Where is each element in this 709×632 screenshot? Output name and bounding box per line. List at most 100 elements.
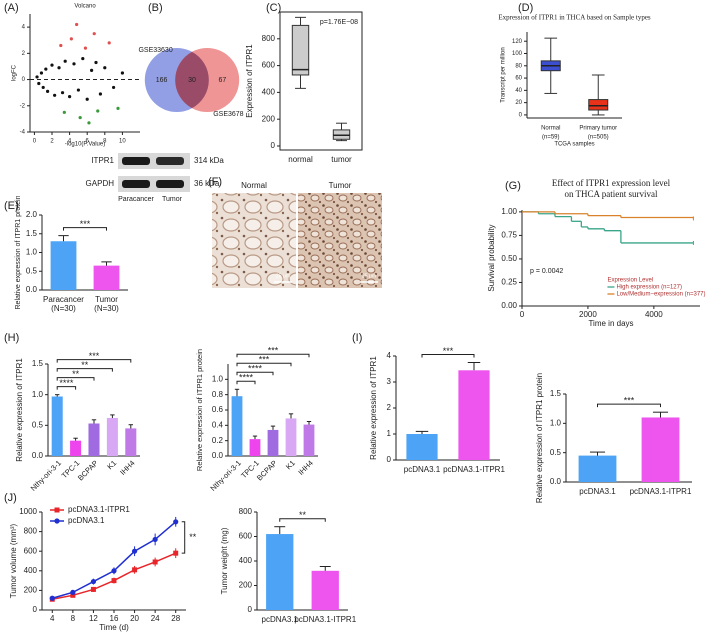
point	[35, 75, 39, 79]
bar	[267, 429, 279, 456]
significance-label: ***	[89, 351, 100, 361]
x-tick-label: pcDNA3.1-ITPR1	[630, 487, 692, 496]
x-axis-title: TCGA samples	[554, 142, 594, 148]
point	[107, 41, 111, 45]
significance-bracket	[421, 354, 475, 358]
box	[588, 99, 609, 111]
x-tick-label: BCPAP	[76, 458, 100, 482]
chart-title: Effect of ITPR1 expression level	[552, 178, 671, 188]
significance-bracket	[236, 362, 292, 367]
significance-label: **	[81, 360, 89, 370]
x-tick-label: 0	[33, 139, 37, 145]
bar	[578, 455, 617, 482]
y-tick-label: 1.0	[212, 374, 224, 383]
significance-bracket	[236, 353, 310, 358]
point	[62, 110, 66, 114]
blot-band	[156, 157, 184, 165]
x-tick-label: Nthy-ori-3-1	[208, 458, 242, 492]
marker	[173, 519, 179, 525]
significance-label: ***	[259, 355, 270, 365]
y-tick-label: 0.8	[212, 390, 224, 399]
x-axis-title: Time in days	[588, 319, 633, 328]
y-tick-label: 2.0	[26, 210, 38, 219]
y-tick-label: 800	[239, 507, 253, 516]
legend-label: pcDNA3.1-ITPR1	[68, 505, 130, 514]
panel-label: (D)	[518, 2, 533, 14]
point	[94, 60, 98, 65]
point	[98, 92, 102, 96]
bar	[231, 396, 243, 456]
significance-label: **	[299, 510, 307, 520]
panel-label: (B)	[148, 2, 163, 14]
y-tick-label: 0	[271, 141, 276, 150]
x-tick-label: IHH4	[296, 458, 314, 476]
panel-label: (H)	[4, 332, 19, 344]
venn-count: 30	[188, 77, 196, 84]
y-axis-title: Transcript per million	[501, 47, 507, 102]
x-tick-label: pcDNA3.1	[262, 615, 299, 624]
y-tick-label: 2	[22, 51, 26, 57]
x-tick-label: IHH4	[118, 458, 136, 476]
point	[59, 43, 63, 48]
point	[63, 59, 67, 63]
marker	[152, 559, 158, 565]
bar	[311, 570, 339, 610]
ihc-panel: (F) Normal Tumor 25 μm 25 μm	[208, 176, 382, 288]
y-tick-label: 20	[515, 100, 522, 106]
y-tick-label: 200	[239, 581, 253, 590]
y-tick-label: 600	[24, 546, 38, 555]
panel-label: (G)	[505, 180, 521, 192]
significance-label: ****	[239, 373, 254, 383]
bar	[406, 434, 438, 460]
legend-marker	[54, 518, 60, 524]
point	[37, 81, 41, 86]
point	[83, 46, 88, 50]
bar	[70, 440, 82, 456]
blot-band	[122, 157, 150, 165]
bar	[125, 428, 137, 456]
significance-bracket	[56, 359, 132, 363]
significance-label: **	[189, 532, 197, 542]
bar	[285, 418, 297, 456]
marker	[111, 578, 117, 584]
x-tick-label: pcDNA3.1	[404, 465, 441, 474]
y-tick-label: 0.2	[212, 436, 224, 445]
x-axis-title: -log10(P.Value)	[65, 142, 105, 148]
y-axis-title: logFC	[12, 64, 18, 81]
bar	[106, 417, 118, 456]
x-tick-label: 6	[86, 139, 90, 145]
y-tick-label: 200	[262, 114, 276, 123]
y-tick-label: 0.0	[212, 451, 224, 460]
marker	[131, 548, 138, 554]
marker	[70, 592, 76, 598]
x-tick-label: 2000	[579, 310, 597, 319]
y-tick-label: 400	[239, 556, 253, 565]
x-tick-label: Nthy-ori-3-1	[29, 458, 63, 492]
point	[85, 97, 89, 101]
bar	[93, 265, 120, 290]
marker	[152, 536, 158, 543]
point	[68, 95, 72, 99]
panel-label: (E)	[4, 200, 19, 212]
significance-label: ***	[624, 396, 635, 406]
x-tick-label: BCPAP	[255, 458, 279, 482]
point	[41, 85, 45, 90]
significance-bracket	[279, 518, 326, 522]
point	[120, 71, 124, 75]
point	[72, 62, 76, 66]
blot-lane: Paracancer	[118, 196, 154, 203]
significance-bracket	[181, 521, 186, 554]
y-tick-label: 4	[22, 25, 26, 31]
point	[60, 91, 65, 95]
legend-label: Low/Medium−expression (n=377)	[616, 292, 705, 298]
y-tick-label: 0.0	[32, 451, 44, 460]
y-axis-title: Relative expression of ITPR1	[369, 356, 378, 460]
x-tick-label: Tumor	[95, 295, 118, 304]
significance-label: ***	[268, 346, 279, 356]
marker	[49, 595, 55, 601]
marker	[70, 589, 76, 595]
y-tick-label: 4	[387, 351, 392, 360]
y-tick-label: 0.25	[501, 278, 517, 287]
legend-label: High expression (n=127)	[616, 285, 682, 291]
y-tick-label: 0.0	[550, 477, 562, 486]
